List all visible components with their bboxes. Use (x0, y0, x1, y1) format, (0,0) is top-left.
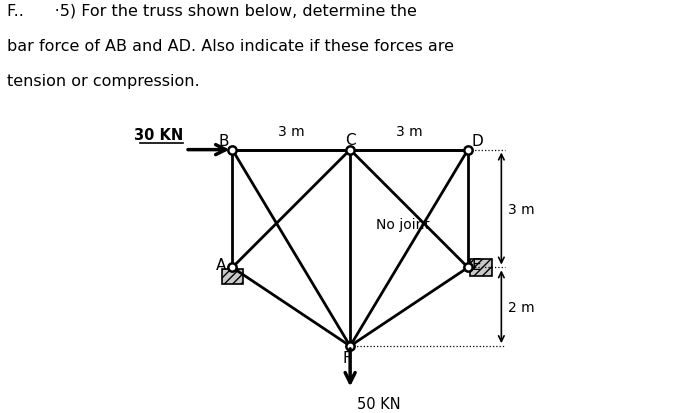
Text: 50 KN: 50 KN (357, 396, 401, 411)
Text: 3 m: 3 m (508, 202, 535, 216)
Text: F..      ·5) For the truss shown below, determine the: F.. ·5) For the truss shown below, deter… (7, 3, 416, 18)
Text: 3 m: 3 m (278, 125, 304, 138)
Text: No joint: No joint (376, 218, 429, 232)
FancyBboxPatch shape (470, 259, 491, 277)
Text: bar force of AB and AD. Also indicate if these forces are: bar force of AB and AD. Also indicate if… (7, 39, 454, 54)
Text: A: A (216, 257, 227, 272)
Text: tension or compression.: tension or compression. (7, 74, 199, 89)
Text: B: B (219, 134, 229, 149)
Text: 30 KN: 30 KN (134, 128, 183, 142)
Text: 2 m: 2 m (508, 300, 535, 314)
Text: C: C (345, 133, 356, 148)
Text: 3 m: 3 m (396, 125, 423, 138)
FancyBboxPatch shape (221, 269, 243, 284)
Text: F: F (343, 350, 352, 365)
Text: D: D (472, 134, 484, 149)
Text: E: E (472, 257, 481, 272)
